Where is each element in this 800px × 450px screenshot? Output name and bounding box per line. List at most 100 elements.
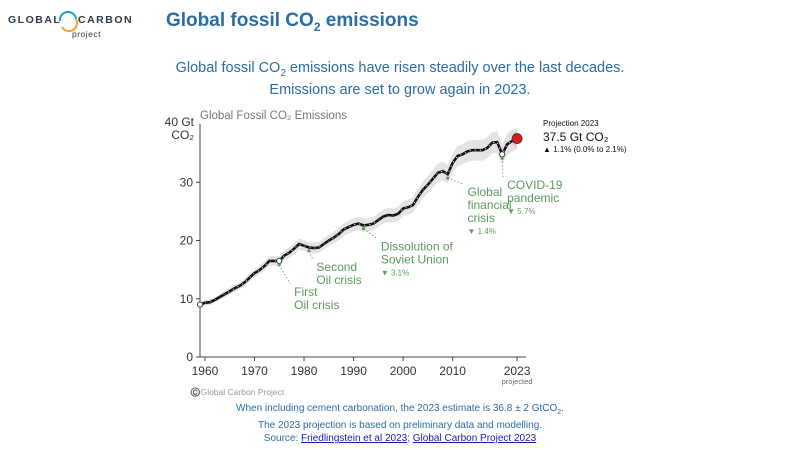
data-point <box>204 302 206 304</box>
data-point <box>318 246 320 249</box>
x-tick-label: 1960 <box>192 364 219 378</box>
source-link-gcp[interactable]: Global Carbon Project 2023 <box>412 433 537 444</box>
annotation-label: Dissolution of <box>381 239 454 253</box>
data-point <box>412 204 414 206</box>
annotation-label: crisis <box>468 211 495 225</box>
y-axis-label-2: CO₂ <box>171 128 194 142</box>
annotation-dot <box>277 263 281 267</box>
x-tick-label: 2000 <box>390 364 417 378</box>
annotation-change: ▼ 1.4% <box>468 227 496 236</box>
data-point <box>219 296 221 298</box>
data-point <box>402 207 404 210</box>
data-point <box>432 178 434 180</box>
data-point <box>452 162 454 164</box>
data-point <box>422 189 424 191</box>
annotation-dot <box>307 249 311 253</box>
data-point <box>442 170 444 172</box>
subtitle-line-2: Emissions are set to grow again in 2023. <box>269 81 531 98</box>
data-point <box>268 260 270 262</box>
page-title-subscript: 2 <box>313 19 321 34</box>
data-point <box>407 206 409 208</box>
annotation-dot <box>361 227 366 231</box>
page-title-main: Global fossil CO <box>166 10 314 31</box>
data-point <box>461 153 464 155</box>
data-point <box>343 228 345 231</box>
data-point <box>486 147 488 149</box>
data-point <box>229 290 231 292</box>
x-tick-label: 2010 <box>439 364 466 378</box>
data-point <box>224 293 226 295</box>
annotation-label: financial <box>468 198 512 212</box>
data-point <box>457 155 459 157</box>
annotation-label: First <box>294 285 318 299</box>
data-point <box>392 214 394 217</box>
footer-text: When including cement carbonation, the 2… <box>236 403 558 414</box>
x-tick-label: 2023 <box>504 364 531 378</box>
data-point <box>447 173 449 175</box>
x-tick-label: 1970 <box>241 364 268 378</box>
projection-value-label: 37.5 Gt CO₂ <box>543 130 609 144</box>
copyright-label: ©️Global Carbon Project <box>190 387 285 397</box>
data-point <box>417 196 419 198</box>
data-point <box>481 149 483 151</box>
data-point <box>382 216 384 218</box>
data-point <box>352 224 355 226</box>
data-point <box>338 233 340 235</box>
y-tick-label: 30 <box>180 175 194 189</box>
x-tick-label: 1980 <box>291 364 318 378</box>
footer-notes: When including cement carbonation, the 2… <box>150 402 650 445</box>
logo-subtext: project <box>72 29 102 39</box>
footer-separator: ; <box>407 433 413 444</box>
footer-text-end: . <box>561 403 564 414</box>
logo-arc-icon <box>58 10 79 32</box>
projection-label: Projection 2023 <box>543 119 599 128</box>
data-point <box>506 143 508 145</box>
page-title: Global fossil CO2 emissions <box>166 10 419 34</box>
data-point <box>496 141 498 143</box>
data-point <box>333 236 335 239</box>
data-point <box>427 183 429 186</box>
data-point <box>248 277 251 279</box>
data-point <box>273 260 275 262</box>
annotation-label: Oil crisis <box>316 273 361 287</box>
data-point <box>437 172 439 174</box>
subtitle-text-end: emissions have risen steadily over the l… <box>285 60 625 76</box>
data-point <box>303 245 305 247</box>
y-axis-label-1: 40 Gt <box>165 115 195 129</box>
data-point <box>308 246 310 249</box>
data-point <box>234 287 236 289</box>
data-point <box>283 255 285 257</box>
data-point <box>263 265 265 267</box>
data-point <box>466 150 469 152</box>
footer-source-prefix: Source: <box>263 433 302 444</box>
y-tick-label: 0 <box>186 350 193 364</box>
projection-marker <box>511 133 523 144</box>
data-point <box>293 248 295 250</box>
logo-word-global: GLOBAL <box>8 14 62 26</box>
y-tick-label: 10 <box>180 292 194 306</box>
subtitle-text: Global fossil CO <box>175 60 281 76</box>
source-link-friedlingstein[interactable]: Friedlingstein et al 2023 <box>301 433 408 444</box>
data-point <box>313 247 315 249</box>
data-point <box>377 219 379 221</box>
data-point <box>387 214 389 216</box>
annotation-label: Second <box>316 260 357 274</box>
annotation-change: ▼ 5.7% <box>507 207 535 216</box>
annotation-leader <box>447 177 464 185</box>
data-point <box>476 149 479 151</box>
data-point <box>288 252 290 254</box>
data-point <box>298 243 300 245</box>
data-point <box>348 226 350 228</box>
data-point <box>214 299 216 301</box>
annotation-label: Global <box>468 185 503 199</box>
data-point <box>362 224 365 226</box>
data-point <box>367 224 370 226</box>
slide-subtitle: Global fossil CO2 emissions have risen s… <box>150 60 650 99</box>
x-tick-projected-label: projected <box>502 377 533 386</box>
data-point <box>243 281 246 284</box>
footer-line-1: When including cement carbonation, the 2… <box>150 402 650 419</box>
projection-change-label: ▲ 1.1% (0.0% to 2.1%) <box>543 145 627 154</box>
annotation-change: ▼ 3.1% <box>381 268 409 277</box>
annotation-leader <box>363 228 378 239</box>
subtitle-line-1: Global fossil CO2 emissions have risen s… <box>150 60 650 82</box>
